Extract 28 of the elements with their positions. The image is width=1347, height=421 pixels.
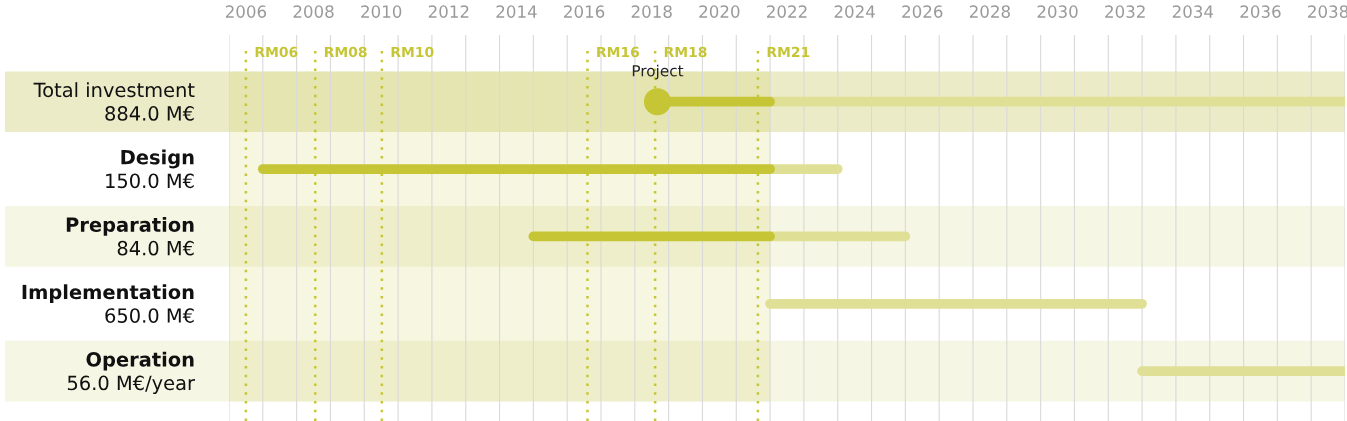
x-tick-label: 2030 [1037, 5, 1078, 18]
ref-line-label: RM10 [391, 46, 434, 58]
ref-line-label: RM16 [597, 46, 640, 58]
x-tick-label: 2008 [293, 5, 334, 18]
ref-line-label: RM06 [255, 46, 298, 58]
y-tick-label: Total investment 884.0 M€ [33, 82, 195, 121]
x-tick-label: 2036 [1240, 5, 1281, 18]
x-tick-label: 2012 [428, 5, 469, 18]
x-tick-label: 2026 [902, 5, 943, 18]
annotation: Project [632, 64, 684, 80]
x-tick-label: 2028 [969, 5, 1010, 18]
x-tick-label: 2014 [496, 5, 537, 18]
y-tick-label: Design 150.0 M€ [106, 149, 194, 189]
ref-line-label: RM08 [324, 46, 367, 58]
x-tick-label: 2024 [834, 5, 875, 18]
x-tick-label: 2020 [699, 5, 740, 18]
y-tick-label: Operation 56.0 M€/year [67, 351, 195, 395]
x-tick-label: 2010 [361, 5, 402, 18]
x-tick-label: 2034 [1172, 5, 1214, 18]
y-tick-label: Implementation 650.0 M€ [22, 284, 194, 323]
ref-line-label: RM18 [664, 46, 707, 58]
y-tick-label: Preparation 84.0 M€ [66, 216, 194, 256]
x-tick-label: 2032 [1105, 5, 1145, 18]
x-tick-label: 2006 [225, 5, 267, 18]
x-tick-label: 2016 [564, 5, 605, 18]
ref-line-label: RM21 [767, 46, 810, 58]
x-tick-label: 2022 [767, 5, 807, 18]
x-tick-label: 2018 [631, 5, 672, 18]
